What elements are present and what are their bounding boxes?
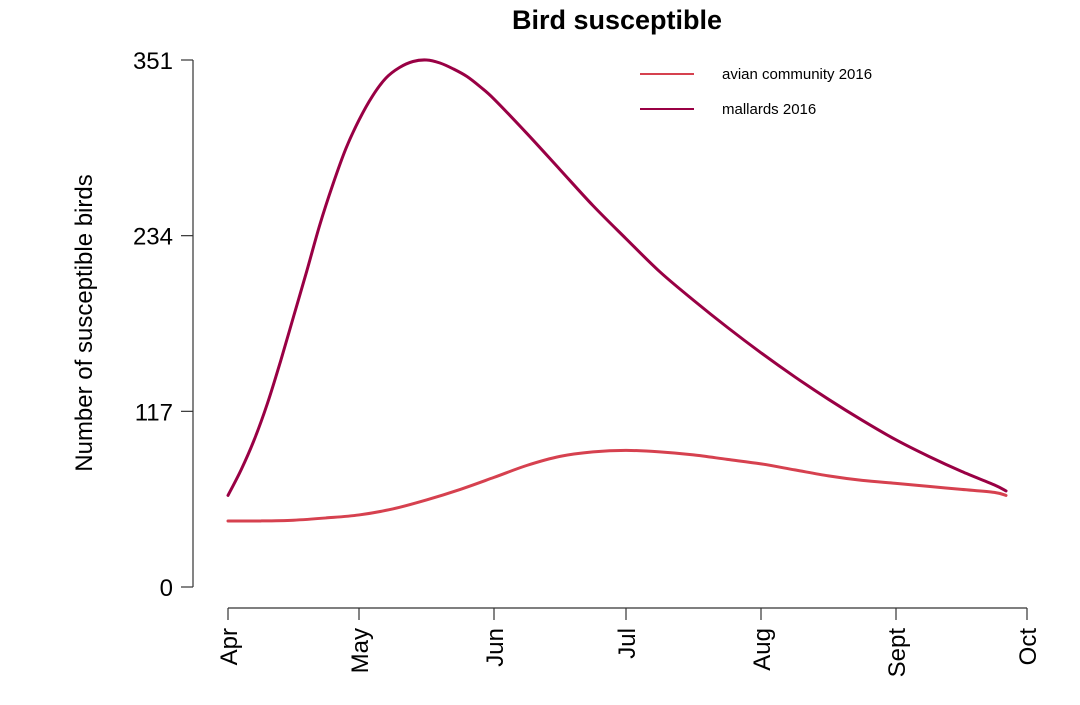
- series-line-avian-community-2016: [226, 448, 1008, 523]
- x-tick-label: Apr: [216, 628, 243, 665]
- y-tick-label: 351: [133, 48, 173, 75]
- series-line-mallards-2016: [226, 58, 1008, 497]
- x-tick-label: Oct: [1015, 628, 1042, 666]
- plot-series: [226, 58, 1008, 523]
- y-tick-label: 234: [133, 224, 173, 251]
- y-tick-label: 117: [135, 399, 173, 426]
- x-tick-label: Jul: [614, 628, 641, 659]
- legend-label-avian-community-2016: avian community 2016: [722, 66, 872, 83]
- x-tick-label: Jun: [482, 628, 509, 667]
- x-tick-label: Aug: [749, 628, 776, 671]
- x-axis: Apr May Jun Jul Aug Sept Oct: [216, 607, 1042, 678]
- x-tick-label: May: [347, 628, 374, 673]
- y-tick-label: 0: [160, 575, 173, 602]
- x-tick-label: Sept: [884, 628, 911, 678]
- legend: avian community 2016 mallards 2016: [640, 66, 872, 118]
- legend-label-mallards-2016: mallards 2016: [722, 101, 816, 118]
- y-axis-title: Number of susceptible birds: [71, 174, 98, 471]
- y-axis: 0 117 234 351: [133, 48, 194, 602]
- chart-title: Bird susceptible: [512, 5, 722, 35]
